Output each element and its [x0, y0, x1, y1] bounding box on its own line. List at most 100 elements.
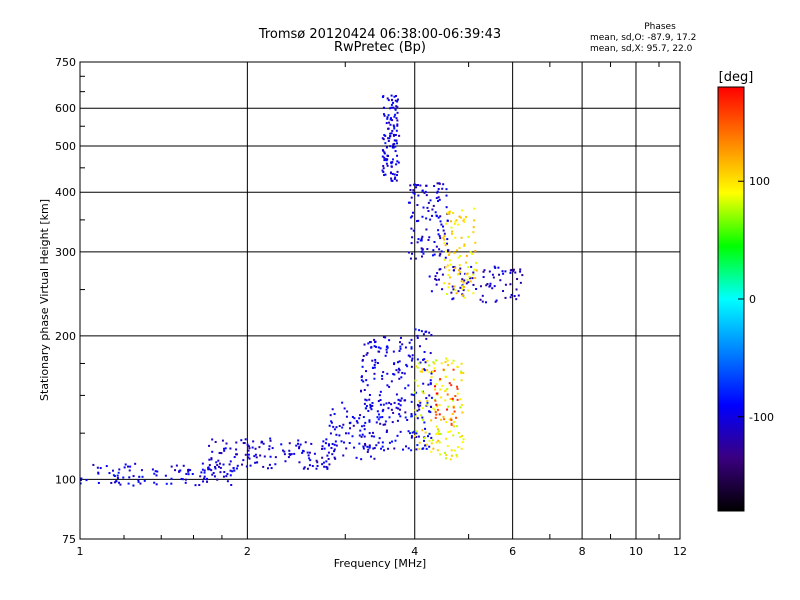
data-point — [424, 427, 427, 430]
data-point — [454, 236, 457, 239]
data-point — [486, 283, 489, 286]
y-tick-label: 75 — [62, 533, 76, 546]
data-point — [440, 223, 443, 226]
data-point — [252, 440, 255, 443]
data-point — [481, 300, 484, 303]
data-point — [436, 431, 439, 434]
data-point — [400, 397, 403, 400]
data-point — [153, 472, 156, 475]
data-point — [311, 465, 314, 468]
data-point — [386, 345, 389, 348]
data-point — [363, 424, 366, 427]
data-point — [202, 477, 205, 480]
data-point — [303, 466, 306, 469]
data-point — [304, 441, 307, 444]
data-point — [383, 449, 386, 452]
data-point — [461, 278, 464, 281]
data-point — [253, 455, 256, 458]
data-point — [467, 235, 470, 238]
data-point — [214, 465, 217, 468]
data-point — [417, 238, 420, 241]
data-point — [389, 123, 392, 126]
data-point — [454, 220, 457, 223]
data-point — [447, 211, 450, 214]
data-point — [297, 447, 300, 450]
data-point — [391, 129, 394, 132]
data-point — [262, 442, 265, 445]
data-point — [387, 407, 390, 410]
data-point — [452, 378, 455, 381]
data-point — [462, 219, 465, 222]
data-point — [397, 371, 400, 374]
data-point — [370, 346, 373, 349]
data-point — [394, 176, 397, 179]
data-point — [210, 458, 213, 461]
data-point — [247, 456, 250, 459]
y-axis: 75 100 200 300 400 500 600 750 — [55, 56, 85, 546]
data-point — [462, 371, 465, 374]
data-point — [432, 204, 435, 207]
data-point — [243, 442, 246, 445]
data-point — [313, 452, 316, 455]
data-point — [387, 99, 390, 102]
data-point — [315, 467, 318, 470]
data-point — [452, 368, 455, 371]
data-point — [385, 431, 388, 434]
data-point — [459, 398, 462, 401]
data-point — [411, 357, 414, 360]
data-point — [448, 210, 451, 213]
data-point — [434, 211, 437, 214]
data-point — [80, 477, 83, 480]
data-point — [334, 457, 337, 460]
data-point — [351, 435, 354, 438]
data-point — [387, 447, 390, 450]
data-point — [179, 469, 182, 472]
data-point — [422, 252, 425, 255]
data-point — [229, 474, 232, 477]
data-point — [170, 477, 173, 480]
data-point — [373, 457, 376, 460]
data-point — [436, 428, 439, 431]
data-point — [395, 129, 398, 132]
data-point — [456, 385, 459, 388]
data-point — [423, 191, 426, 194]
data-point — [419, 401, 422, 404]
data-point — [492, 276, 495, 279]
data-point — [425, 217, 428, 220]
data-point — [390, 403, 393, 406]
data-point — [413, 192, 416, 195]
plot-frame — [79, 61, 681, 540]
data-point — [280, 443, 283, 446]
data-point — [440, 396, 443, 399]
data-point — [316, 461, 319, 464]
data-point — [365, 353, 368, 356]
data-point — [132, 475, 135, 478]
data-point — [262, 465, 265, 468]
data-point — [502, 290, 505, 293]
data-point — [422, 392, 425, 395]
x-tick-label: 6 — [509, 545, 516, 558]
data-point — [363, 435, 366, 438]
data-point — [383, 152, 386, 155]
data-point — [399, 415, 402, 418]
data-point — [368, 341, 371, 344]
data-point — [389, 135, 392, 138]
data-point — [425, 447, 428, 450]
data-point — [457, 290, 460, 293]
data-point — [288, 442, 291, 445]
data-point — [424, 444, 427, 447]
data-point — [322, 440, 325, 443]
data-point — [333, 456, 336, 459]
data-point — [333, 443, 336, 446]
data-point — [438, 404, 441, 407]
data-point — [155, 483, 158, 486]
data-point — [384, 158, 387, 161]
data-point — [521, 274, 524, 277]
data-point — [421, 390, 424, 393]
data-point — [394, 150, 397, 153]
data-point — [441, 288, 444, 291]
data-point — [465, 261, 468, 264]
data-point — [364, 398, 367, 401]
data-point — [457, 273, 460, 276]
data-point — [423, 421, 426, 424]
